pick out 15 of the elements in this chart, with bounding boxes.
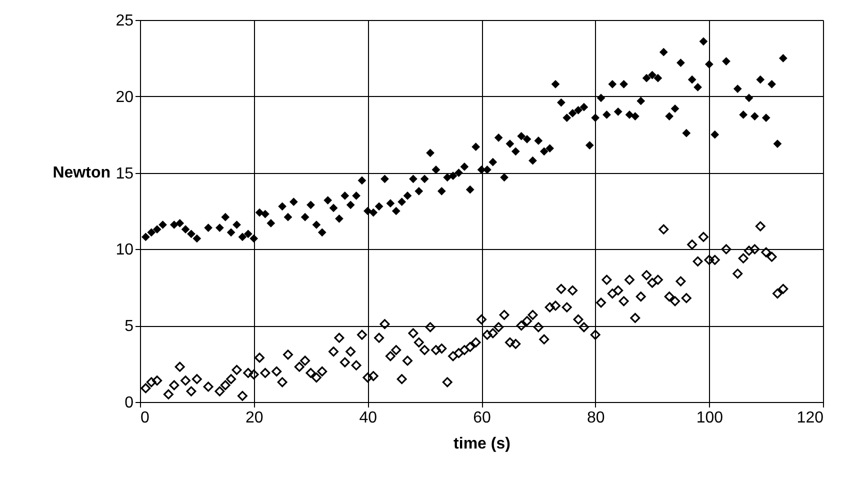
x-tick-label: 40 xyxy=(359,410,378,426)
y-tick-label: 5 xyxy=(124,318,134,336)
x-tick-label: 60 xyxy=(473,410,491,426)
x-tick-label: 0 xyxy=(140,410,150,426)
y-tick-label: 0 xyxy=(124,394,134,412)
y-tick-label: 25 xyxy=(116,12,134,30)
x-tick-label: 80 xyxy=(586,410,605,426)
y-tick-label: 15 xyxy=(116,165,134,182)
y-axis-title: Newton xyxy=(52,164,110,182)
x-tick-label: 120 xyxy=(796,410,824,426)
y-tick-label: 10 xyxy=(116,242,134,259)
x-axis-title: time (s) xyxy=(454,436,510,452)
x-tick-label: 100 xyxy=(696,410,724,426)
y-tick-label: 20 xyxy=(116,88,134,106)
x-tick-label: 20 xyxy=(245,410,264,426)
